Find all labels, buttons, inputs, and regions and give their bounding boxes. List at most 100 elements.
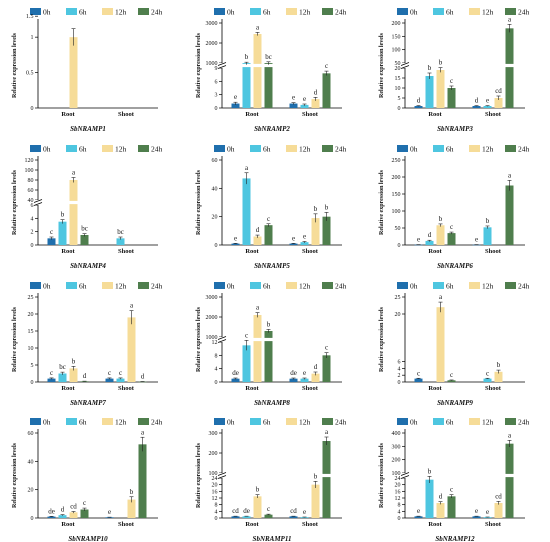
- y-tick-label: 1000: [206, 61, 218, 67]
- chart-panel-4: 0h 6h 12h 24h 0 2 4 640 60 80 100 120 Relative expre…: [12, 145, 163, 271]
- y-tick-label: 9: [215, 66, 218, 72]
- y-tick-label: 80: [28, 178, 34, 184]
- y-tick-label: 6: [215, 79, 218, 85]
- legend-label: 0h: [227, 145, 235, 154]
- chart-title: SbNRAMP11: [253, 535, 292, 542]
- legend-swatch: [250, 8, 261, 15]
- x-category-label: Shoot: [118, 385, 135, 392]
- bar: [69, 368, 78, 382]
- chart-title: SbNRAMP7: [70, 399, 106, 407]
- bar: [414, 106, 423, 108]
- significance-letter: e: [303, 369, 306, 377]
- axis-break-mark: [400, 62, 410, 66]
- significance-letter: d: [61, 506, 65, 514]
- bar: [425, 76, 434, 108]
- y-tick-label: 2000: [206, 315, 218, 321]
- significance-letter: e: [292, 234, 295, 242]
- significance-letter: cd: [70, 502, 77, 510]
- significance-letter: de: [48, 507, 55, 515]
- bar: [289, 103, 298, 108]
- legend-swatch: [102, 418, 113, 425]
- bar-break: [264, 337, 273, 342]
- bar-break: [505, 473, 514, 478]
- y-tick-label: 300: [209, 431, 218, 437]
- bar: [116, 378, 125, 382]
- chart-panel-5: 0h 6h 12h 24h 0 20 40 60 Relative expression lev…: [196, 145, 347, 271]
- y-tick-label: 200: [392, 21, 401, 27]
- significance-letter: de: [232, 369, 239, 377]
- legend-label: 24h: [335, 418, 347, 427]
- y-tick-label: 40: [212, 186, 218, 192]
- significance-letter: a: [325, 428, 329, 436]
- significance-letter: c: [417, 369, 420, 377]
- legend-label: 6h: [446, 282, 454, 291]
- legend-label: 0h: [410, 8, 418, 17]
- bar: [105, 378, 114, 382]
- legend-label: 0h: [43, 8, 51, 17]
- significance-letter: de: [290, 369, 297, 377]
- bar: [289, 516, 298, 518]
- significance-letter: a: [245, 164, 249, 172]
- legend-swatch: [286, 282, 297, 289]
- y-tick-label: 0: [398, 243, 401, 249]
- y-tick-label: 0: [215, 106, 218, 112]
- significance-letter: a: [508, 431, 512, 439]
- y-tick-label: 200: [392, 458, 401, 464]
- legend-swatch: [322, 418, 333, 425]
- y-tick-label: 0: [398, 106, 401, 112]
- legend-swatch: [505, 145, 516, 152]
- legend-swatch: [214, 418, 225, 425]
- bar: [505, 28, 514, 108]
- legend-swatch: [138, 8, 149, 15]
- bar: [494, 503, 503, 518]
- legend-label: 6h: [446, 8, 454, 17]
- y-axis-label: Relative expression levels: [12, 32, 18, 98]
- bar: [127, 317, 136, 382]
- legend-label: 0h: [227, 418, 235, 427]
- y-tick-label: 25: [395, 295, 401, 301]
- significance-letter: e: [303, 508, 306, 516]
- legend-label: 12h: [482, 8, 494, 17]
- y-tick-label: 1.5: [26, 14, 34, 20]
- y-axis-label: Relative expression levels: [196, 32, 202, 98]
- significance-letter: d: [141, 372, 145, 380]
- legend-swatch: [397, 8, 408, 15]
- y-tick-label: 1: [31, 35, 34, 41]
- bar: [47, 378, 56, 382]
- y-axis-label: Relative expression levels: [12, 306, 18, 372]
- legend-label: 12h: [299, 282, 311, 291]
- bar: [505, 185, 514, 245]
- legend-swatch: [30, 8, 41, 15]
- significance-letter: a: [130, 302, 134, 310]
- bar: [311, 484, 320, 518]
- legend-swatch: [322, 145, 333, 152]
- y-tick-label: 150: [392, 192, 401, 198]
- y-tick-label: 0: [398, 380, 401, 386]
- x-category-label: Root: [428, 521, 442, 528]
- significance-letter: a: [256, 304, 260, 312]
- legend-swatch: [469, 145, 480, 152]
- legend-label: 24h: [518, 418, 530, 427]
- legend-swatch: [433, 145, 444, 152]
- bar: [483, 378, 492, 382]
- y-tick-label: 4: [398, 509, 401, 515]
- legend-swatch: [102, 282, 113, 289]
- significance-letter: d: [83, 372, 87, 380]
- y-tick-label: 24: [212, 476, 218, 482]
- legend-swatch: [286, 418, 297, 425]
- bar: [483, 517, 492, 518]
- axis-break-mark: [217, 62, 227, 66]
- significance-letter: e: [303, 95, 306, 103]
- legend-label: 12h: [482, 418, 494, 427]
- y-tick-label: 8: [215, 353, 218, 359]
- legend-label: 6h: [446, 145, 454, 154]
- bar: [264, 514, 273, 518]
- significance-letter: d: [314, 363, 318, 371]
- y-tick-label: 12: [395, 496, 401, 502]
- significance-letter: c: [450, 77, 453, 85]
- y-tick-label: 20: [395, 312, 401, 318]
- bar: [322, 216, 331, 245]
